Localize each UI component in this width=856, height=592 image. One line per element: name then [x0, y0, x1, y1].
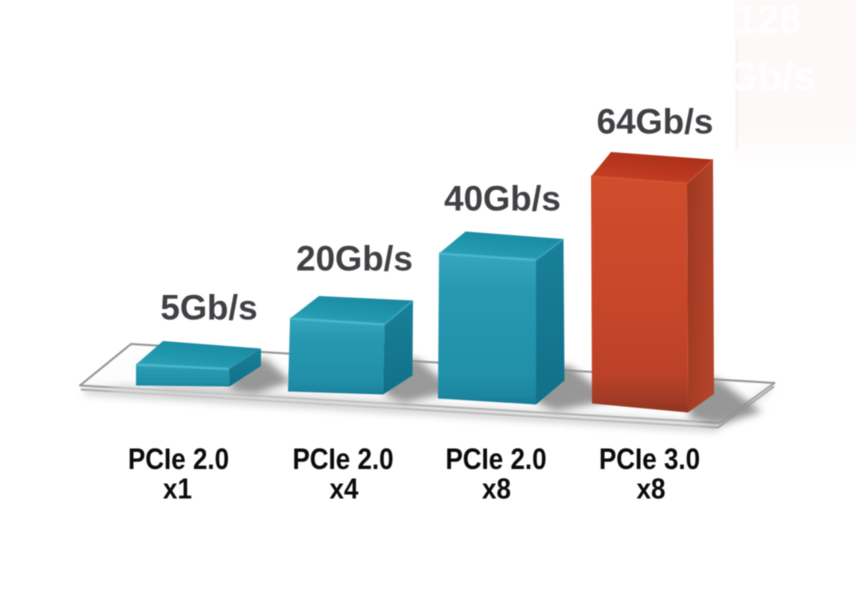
- svg-text:x8: x8: [637, 472, 666, 504]
- svg-text:Gb/s: Gb/s: [727, 55, 816, 99]
- svg-text:128: 128: [735, 0, 802, 42]
- svg-text:64Gb/s: 64Gb/s: [597, 103, 714, 142]
- svg-text:PCIe 3.0: PCIe 3.0: [599, 442, 700, 475]
- svg-text:PCIe 2.0: PCIe 2.0: [445, 442, 546, 475]
- svg-text:40Gb/s: 40Gb/s: [444, 180, 561, 219]
- svg-text:x4: x4: [330, 472, 360, 504]
- svg-text:20Gb/s: 20Gb/s: [296, 240, 413, 279]
- svg-text:x1: x1: [163, 472, 192, 504]
- svg-text:PCIe 2.0: PCIe 2.0: [128, 442, 229, 475]
- svg-text:5Gb/s: 5Gb/s: [160, 289, 257, 328]
- svg-text:PCIe 2.0: PCIe 2.0: [292, 442, 393, 475]
- svg-text:x8: x8: [482, 472, 511, 504]
